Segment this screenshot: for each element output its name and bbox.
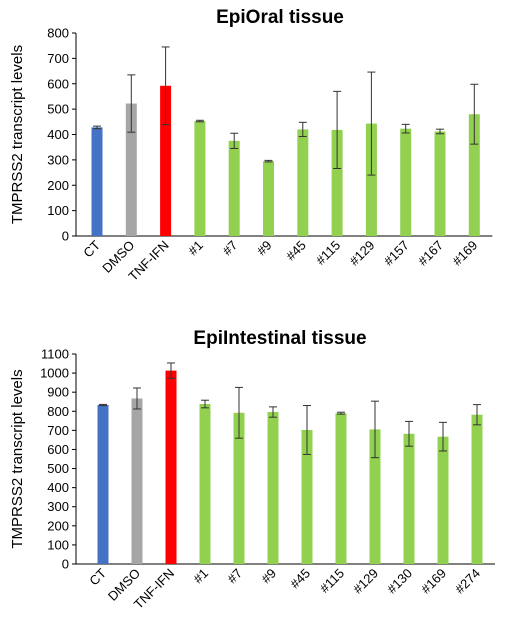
x-tick-label: #115 <box>313 238 343 268</box>
error-bar-CT <box>93 125 101 130</box>
bar-#115 <box>335 413 347 564</box>
x-tick-label: #130 <box>384 566 415 597</box>
y-tick-label: 200 <box>47 178 69 193</box>
x-tick-label: #129 <box>346 238 377 269</box>
x-tick-label: #129 <box>350 566 381 597</box>
bar-CT <box>91 127 103 236</box>
chart-1: EpiOral tissue TMPRSS2 transcript levels 0… <box>9 7 493 284</box>
x-tick-label: #169 <box>418 566 449 597</box>
y-tick-label: 0 <box>62 557 69 572</box>
bar-#157 <box>400 128 412 236</box>
error-bar-#1 <box>201 399 209 409</box>
chart-title: EpiOral tissue <box>216 7 344 28</box>
x-tick-label: #7 <box>219 238 240 259</box>
y-tick-label: 300 <box>47 499 69 514</box>
error-bar-#129 <box>371 400 379 459</box>
bar-#130 <box>403 433 415 564</box>
bar-#167 <box>434 131 446 236</box>
error-bar-#1 <box>195 119 204 123</box>
x-tick-label: #157 <box>381 238 412 269</box>
x-tick-label: #45 <box>283 238 309 264</box>
y-tick-label: 400 <box>47 480 69 495</box>
error-bar-#9 <box>264 159 273 163</box>
chart-2: EpiIntestinal tissue TMPRSS2 transcript l… <box>9 328 495 612</box>
x-tick-label: #1 <box>190 566 211 587</box>
bar-#169 <box>468 114 480 236</box>
y-tick-label: 500 <box>47 461 69 476</box>
bar-TNF-IFN <box>160 85 172 236</box>
bar-#45 <box>297 129 309 236</box>
y-tick-label: 500 <box>47 102 69 117</box>
error-bar-#45 <box>303 405 311 455</box>
bar-#7 <box>233 412 245 564</box>
y-tick-label: 300 <box>47 152 69 167</box>
y-tick-label: 800 <box>47 404 69 419</box>
x-tick-label: #167 <box>415 238 446 269</box>
y-tick-label: 1100 <box>41 347 69 362</box>
y-axis-label: TMPRSS2 transcript levels <box>9 369 26 548</box>
bar-DMSO <box>131 398 143 564</box>
error-bar-CT <box>99 403 107 407</box>
y-tick-label: 800 <box>47 26 69 41</box>
error-bar-#45 <box>298 121 307 138</box>
x-tick-label: #9 <box>254 238 275 259</box>
y-tick-label: 600 <box>47 76 69 91</box>
bar-#9 <box>263 161 274 236</box>
error-bar-#169 <box>470 83 479 145</box>
x-tick-label: CT <box>86 565 109 588</box>
bar-#115 <box>331 129 343 236</box>
bar-TNF-IFN <box>165 370 177 564</box>
error-bar-#130 <box>405 420 413 447</box>
error-bar-#9 <box>269 406 277 418</box>
y-tick-label: 200 <box>47 518 69 533</box>
error-bar-DMSO <box>133 387 141 410</box>
x-tick-label: #7 <box>224 566 245 587</box>
bar-#45 <box>301 429 313 564</box>
error-bar-DMSO <box>127 74 136 133</box>
y-tick-label: 100 <box>47 203 69 218</box>
y-tick-label: 100 <box>47 537 69 552</box>
error-bar-#115 <box>333 90 342 170</box>
error-bar-#274 <box>473 404 481 426</box>
bar-#129 <box>365 123 377 236</box>
y-axis-label: TMPRSS2 transcript levels <box>9 45 26 224</box>
x-tick-label: #45 <box>287 566 313 592</box>
bar-DMSO <box>125 103 137 236</box>
y-tick-label: 700 <box>47 423 69 438</box>
x-tick-label: #1 <box>185 238 206 259</box>
x-tick-label: #274 <box>452 566 483 597</box>
chart-title: EpiIntestinal tissue <box>193 328 366 349</box>
bar-#274 <box>471 414 483 564</box>
bar-CT <box>97 404 109 564</box>
x-tick-label: #169 <box>449 238 480 269</box>
error-bar-#115 <box>337 411 345 415</box>
x-tick-label: CT <box>80 237 103 260</box>
y-tick-label: 700 <box>47 51 69 66</box>
error-bar-TNF-IFN <box>161 46 170 126</box>
error-bar-#167 <box>436 128 444 135</box>
bar-#129 <box>369 429 381 564</box>
error-bar-TNF-IFN <box>167 362 175 379</box>
bar-#1 <box>194 121 206 236</box>
error-bar-#7 <box>230 132 239 149</box>
error-bar-#7 <box>235 386 243 439</box>
y-tick-label: 400 <box>47 127 69 142</box>
x-tick-label: #9 <box>258 566 279 587</box>
y-tick-label: 1000 <box>40 366 69 381</box>
error-bar-#129 <box>367 71 376 176</box>
bar-#9 <box>267 412 279 564</box>
bar-#1 <box>199 404 211 564</box>
bar-#169 <box>437 436 449 564</box>
bar-#7 <box>228 140 240 236</box>
error-bar-#169 <box>439 421 447 452</box>
x-tick-label: #115 <box>317 566 347 596</box>
y-tick-label: 900 <box>47 385 69 400</box>
error-bar-#157 <box>401 123 410 134</box>
y-tick-label: 0 <box>62 229 69 244</box>
y-tick-label: 600 <box>47 442 69 457</box>
